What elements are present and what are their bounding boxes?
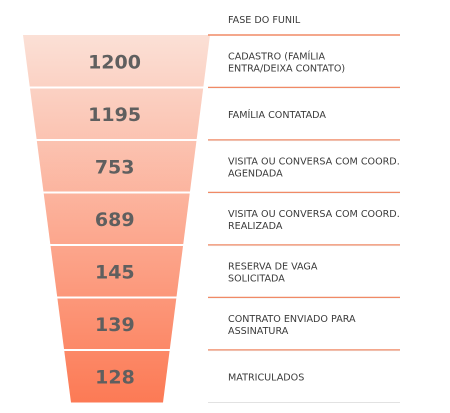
funnel-stage-value: 145 [95, 261, 135, 283]
funnel-stage-header: FASE DO FUNIL [228, 15, 301, 26]
funnel-segment-gap [48, 244, 186, 246]
funnel-segment-gap [41, 191, 192, 194]
funnel-stage-label: SOLICITADA [228, 273, 285, 284]
funnel-segment-gap [62, 349, 172, 351]
funnel-stage-label: CONTRATO ENVIADO PARA [228, 314, 356, 325]
funnel-stage-value: 128 [95, 366, 135, 388]
funnel-stage-label: VISITA OU CONVERSA COM COORD. [228, 156, 400, 167]
funnel-stage-label: VISITA OU CONVERSA COM COORD. [228, 209, 400, 220]
funnel-stage-value: 753 [95, 156, 135, 178]
funnel-segment-gap [55, 296, 179, 299]
funnel-segment-gap [27, 86, 206, 89]
funnel-stage-label: AGENDADA [228, 168, 283, 179]
funnel-stage-label: ASSINATURA [228, 326, 289, 337]
funnel-stage-value: 139 [95, 314, 135, 336]
funnel-stage-value: 1200 [88, 51, 141, 73]
funnel-stage-label: MATRICULADOS [228, 372, 304, 383]
funnel-segment-gap [34, 139, 199, 141]
funnel-stage-label: FAMÍLIA CONTATADA [228, 108, 326, 121]
funnel-stage-label: CADASTRO (FAMÍLIA [228, 49, 325, 62]
funnel-stage-value: 1195 [88, 104, 141, 126]
funnel-stage-label: ENTRA/DEIXA CONTATO) [228, 63, 345, 74]
funnel-stage-label: RESERVA DE VAGA [228, 261, 318, 272]
funnel-body [23, 35, 210, 403]
funnel-stage-value: 689 [95, 209, 135, 231]
funnel-stage-label: REALIZADA [228, 221, 283, 232]
